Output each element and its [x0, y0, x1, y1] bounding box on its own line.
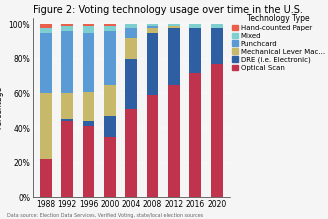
Bar [125, 25, 137, 28]
Bar [83, 33, 94, 92]
Bar [40, 25, 51, 28]
Bar [40, 33, 51, 94]
Bar [61, 119, 73, 121]
Bar [190, 73, 201, 197]
Y-axis label: Percentage: Percentage [0, 86, 3, 129]
Bar [40, 159, 51, 197]
Bar [147, 95, 158, 197]
Bar [211, 64, 223, 197]
Bar [83, 121, 94, 126]
Bar [125, 28, 137, 38]
Bar [83, 92, 94, 121]
Bar [104, 85, 116, 116]
Text: Figure 2: Voting technology usage over time in the U.S.: Figure 2: Voting technology usage over t… [33, 5, 303, 15]
Bar [40, 94, 51, 159]
Bar [40, 28, 51, 33]
Bar [104, 116, 116, 137]
Bar [168, 25, 180, 26]
Bar [61, 121, 73, 197]
Bar [125, 59, 137, 109]
Bar [61, 26, 73, 31]
Bar [147, 28, 158, 33]
Bar [61, 25, 73, 26]
Bar [211, 28, 223, 64]
Bar [147, 26, 158, 28]
Bar [104, 31, 116, 85]
Bar [125, 38, 137, 59]
Bar [104, 25, 116, 26]
Bar [190, 28, 201, 73]
Bar [104, 26, 116, 31]
Bar [125, 109, 137, 197]
Bar [61, 31, 73, 94]
Bar [83, 126, 94, 197]
Bar [147, 25, 158, 26]
Bar [104, 137, 116, 197]
Bar [83, 26, 94, 33]
Bar [83, 25, 94, 26]
Bar [168, 26, 180, 28]
Bar [168, 28, 180, 85]
Text: Data source: Election Data Services, Verified Voting, state/local election sourc: Data source: Election Data Services, Ver… [7, 213, 203, 218]
Bar [147, 33, 158, 95]
Bar [190, 25, 201, 28]
Bar [61, 94, 73, 119]
Bar [168, 85, 180, 197]
Legend: Hand-counted Paper, Mixed, Punchcard, Mechanical Lever Mac..., DRE (i.e. Electro: Hand-counted Paper, Mixed, Punchcard, Me… [232, 14, 325, 71]
Bar [211, 25, 223, 28]
